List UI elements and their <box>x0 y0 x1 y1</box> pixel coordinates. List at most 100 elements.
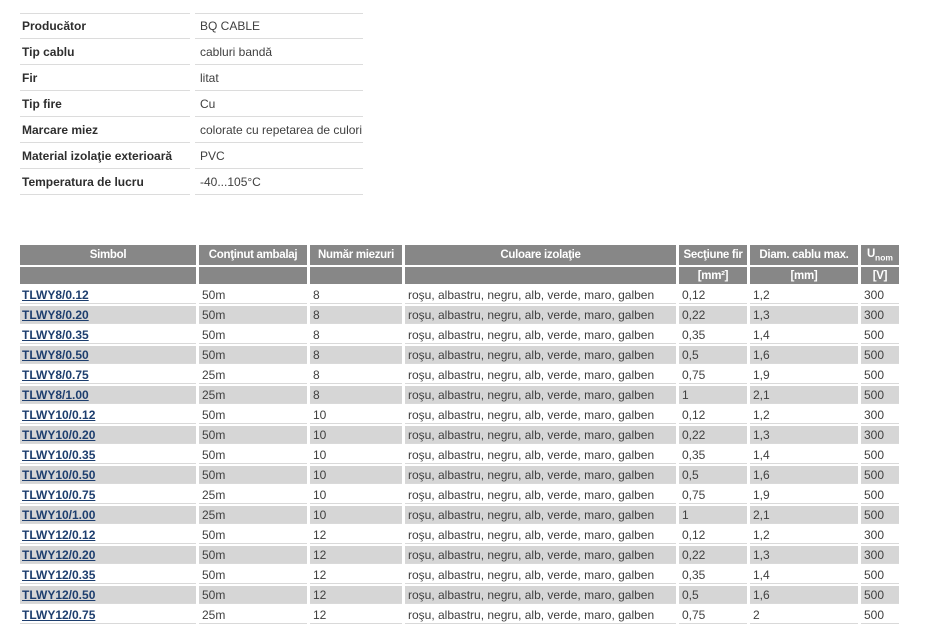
table-row: TLWY10/1.00 25m 10 roşu, albastru, negru… <box>20 506 899 524</box>
cores-cell: 8 <box>310 386 402 404</box>
property-value: Cu <box>195 91 363 117</box>
product-symbol-link[interactable]: TLWY12/0.12 <box>22 527 96 542</box>
package-cell: 50m <box>199 306 307 324</box>
symbol-cell: TLWY10/0.50 <box>20 466 196 484</box>
section-cell: 0,75 <box>679 486 747 504</box>
property-label: Material izolaţie exterioară <box>20 143 190 169</box>
property-row: Tip fire Cu <box>20 91 363 117</box>
colors-cell: roşu, albastru, negru, alb, verde, maro,… <box>405 586 676 604</box>
colors-cell: roşu, albastru, negru, alb, verde, maro,… <box>405 286 676 304</box>
colors-cell: roşu, albastru, negru, alb, verde, maro,… <box>405 426 676 444</box>
table-row: TLWY10/0.12 50m 10 roşu, albastru, negru… <box>20 406 899 424</box>
section-cell: 0,22 <box>679 546 747 564</box>
symbol-cell: TLWY8/0.75 <box>20 366 196 384</box>
property-value: cabluri bandă <box>195 39 363 65</box>
column-header-colors: Culoare izolaţie <box>405 245 676 265</box>
cores-cell: 8 <box>310 346 402 364</box>
package-cell: 50m <box>199 406 307 424</box>
cores-cell: 12 <box>310 546 402 564</box>
product-symbol-link[interactable]: TLWY10/0.75 <box>22 487 96 502</box>
package-cell: 50m <box>199 586 307 604</box>
property-label: Marcare miez <box>20 117 190 143</box>
column-header-unom: Unom <box>861 245 899 265</box>
package-cell: 50m <box>199 426 307 444</box>
symbol-cell: TLWY10/0.20 <box>20 426 196 444</box>
products-table: Simbol Conţinut ambalaj Număr miezuri Cu… <box>17 243 902 626</box>
property-row: Producător BQ CABLE <box>20 13 363 39</box>
cores-cell: 8 <box>310 306 402 324</box>
table-row: TLWY8/0.35 50m 8 roşu, albastru, negru, … <box>20 326 899 344</box>
package-cell: 25m <box>199 506 307 524</box>
products-table-body: TLWY8/0.12 50m 8 roşu, albastru, negru, … <box>20 286 899 624</box>
package-cell: 50m <box>199 466 307 484</box>
unit-cell-empty <box>20 267 196 284</box>
table-row: TLWY10/0.50 50m 10 roşu, albastru, negru… <box>20 466 899 484</box>
product-properties-table: Producător BQ CABLE Tip cablu cabluri ba… <box>15 13 368 195</box>
table-row: TLWY8/1.00 25m 8 roşu, albastru, negru, … <box>20 386 899 404</box>
product-symbol-link[interactable]: TLWY10/1.00 <box>22 507 96 522</box>
package-cell: 50m <box>199 546 307 564</box>
unit-cell-unom: [V] <box>861 267 899 284</box>
unom-cell: 300 <box>861 406 899 424</box>
diameter-cell: 1,4 <box>750 326 858 344</box>
column-header-diameter: Diam. cablu max. <box>750 245 858 265</box>
section-cell: 0,75 <box>679 366 747 384</box>
property-label: Producător <box>20 13 190 39</box>
section-cell: 0,12 <box>679 406 747 424</box>
table-row: TLWY12/0.12 50m 12 roşu, albastru, negru… <box>20 526 899 544</box>
property-row: Fir litat <box>20 65 363 91</box>
product-symbol-link[interactable]: TLWY12/0.75 <box>22 607 96 622</box>
unom-cell: 300 <box>861 426 899 444</box>
product-symbol-link[interactable]: TLWY10/0.20 <box>22 427 96 442</box>
product-symbol-link[interactable]: TLWY10/0.12 <box>22 407 96 422</box>
table-row: TLWY10/0.20 50m 10 roşu, albastru, negru… <box>20 426 899 444</box>
diameter-cell: 2,1 <box>750 506 858 524</box>
product-symbol-link[interactable]: TLWY12/0.20 <box>22 547 96 562</box>
section-cell: 0,35 <box>679 326 747 344</box>
table-row: TLWY8/0.50 50m 8 roşu, albastru, negru, … <box>20 346 899 364</box>
property-value: PVC <box>195 143 363 169</box>
symbol-cell: TLWY12/0.75 <box>20 606 196 624</box>
product-symbol-link[interactable]: TLWY12/0.50 <box>22 587 96 602</box>
symbol-cell: TLWY12/0.35 <box>20 566 196 584</box>
diameter-cell: 2 <box>750 606 858 624</box>
colors-cell: roşu, albastru, negru, alb, verde, maro,… <box>405 506 676 524</box>
unit-cell-empty <box>405 267 676 284</box>
diameter-cell: 1,3 <box>750 546 858 564</box>
diameter-cell: 1,2 <box>750 286 858 304</box>
product-symbol-link[interactable]: TLWY8/0.50 <box>22 347 89 362</box>
table-row: TLWY10/0.75 25m 10 roşu, albastru, negru… <box>20 486 899 504</box>
unom-cell: 300 <box>861 546 899 564</box>
column-header-cores: Număr miezuri <box>310 245 402 265</box>
colors-cell: roşu, albastru, negru, alb, verde, maro,… <box>405 526 676 544</box>
product-symbol-link[interactable]: TLWY8/0.75 <box>22 367 89 382</box>
table-row: TLWY12/0.20 50m 12 roşu, albastru, negru… <box>20 546 899 564</box>
section-cell: 0,22 <box>679 426 747 444</box>
cores-cell: 12 <box>310 586 402 604</box>
diameter-cell: 1,4 <box>750 446 858 464</box>
symbol-cell: TLWY10/1.00 <box>20 506 196 524</box>
product-symbol-link[interactable]: TLWY8/1.00 <box>22 387 89 402</box>
product-symbol-link[interactable]: TLWY8/0.20 <box>22 307 89 322</box>
package-cell: 25m <box>199 386 307 404</box>
package-cell: 50m <box>199 526 307 544</box>
unom-cell: 500 <box>861 606 899 624</box>
package-cell: 50m <box>199 326 307 344</box>
property-row: Material izolaţie exterioară PVC <box>20 143 363 169</box>
cores-cell: 10 <box>310 466 402 484</box>
symbol-cell: TLWY10/0.12 <box>20 406 196 424</box>
colors-cell: roşu, albastru, negru, alb, verde, maro,… <box>405 366 676 384</box>
section-cell: 0,22 <box>679 306 747 324</box>
unit-cell-empty <box>199 267 307 284</box>
section-cell: 1 <box>679 386 747 404</box>
property-value: colorate cu repetarea de culori <box>195 117 363 143</box>
product-symbol-link[interactable]: TLWY10/0.50 <box>22 467 96 482</box>
unom-subscript: nom <box>875 252 893 263</box>
colors-cell: roşu, albastru, negru, alb, verde, maro,… <box>405 546 676 564</box>
product-symbol-link[interactable]: TLWY8/0.35 <box>22 327 89 342</box>
product-symbol-link[interactable]: TLWY10/0.35 <box>22 447 96 462</box>
section-cell: 0,5 <box>679 466 747 484</box>
unom-cell: 500 <box>861 586 899 604</box>
product-symbol-link[interactable]: TLWY12/0.35 <box>22 567 96 582</box>
product-symbol-link[interactable]: TLWY8/0.12 <box>22 287 89 302</box>
